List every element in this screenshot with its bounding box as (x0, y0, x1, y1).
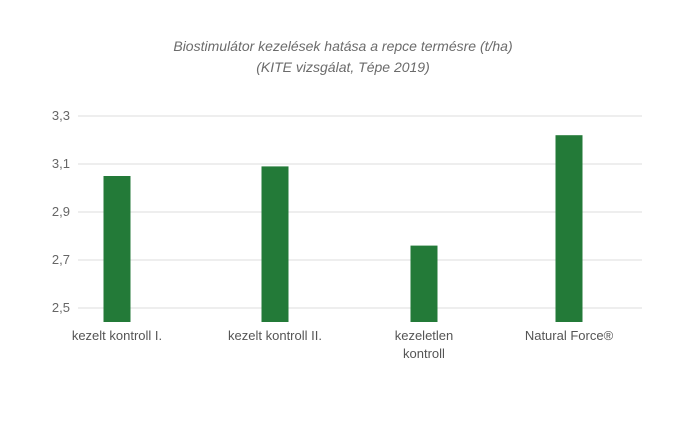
bar (261, 166, 289, 322)
x-category-label: kontroll (403, 346, 445, 361)
y-tick-label: 3,3 (52, 108, 70, 123)
y-tick-label: 2,5 (52, 300, 70, 315)
chart-subtitle: (KITE vizsgálat, Tépe 2019) (256, 59, 430, 75)
y-tick-label: 3,1 (52, 156, 70, 171)
x-category-label: kezelt kontroll II. (228, 328, 322, 343)
bar (555, 135, 583, 322)
x-category-label: kezelt kontroll I. (72, 328, 162, 343)
chart-title: Biostimulátor kezelések hatása a repce t… (173, 38, 513, 54)
y-tick-label: 2,7 (52, 252, 70, 267)
bar (103, 176, 131, 322)
y-tick-label: 2,9 (52, 204, 70, 219)
x-category-label: Natural Force® (525, 328, 614, 343)
bar (410, 245, 438, 322)
x-category-label: kezeletlen (395, 328, 454, 343)
